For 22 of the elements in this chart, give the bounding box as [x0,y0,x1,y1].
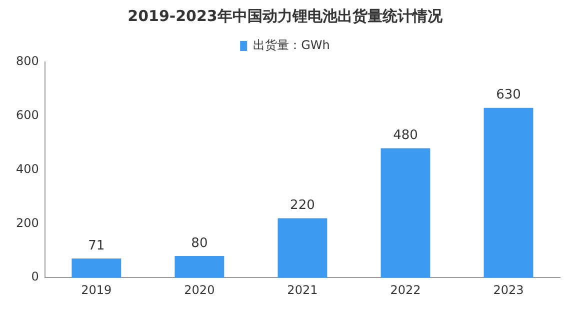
y-tick-label: 600 [16,108,39,122]
bar [380,148,430,278]
x-tick-label: 2020 [184,282,215,297]
x-tick-label: 2021 [287,282,318,297]
bar [484,108,534,278]
data-label: 71 [88,238,105,254]
y-tick-label: 200 [16,216,39,230]
data-label: 630 [496,88,521,103]
bar [278,218,328,278]
legend-label: 出货量：GWh [253,38,330,52]
bar [174,256,224,278]
y-tick-label: 800 [16,54,39,68]
x-tick-label: 2019 [81,282,112,297]
data-label: 80 [191,236,208,251]
y-tick-label: 0 [31,270,39,284]
data-label: 480 [393,128,418,144]
data-label: 220 [290,198,315,214]
x-tick-label: 2023 [493,282,524,297]
y-tick-label: 400 [16,162,39,176]
chart-title: 2019-2023年中国动力锂电池出货量统计情况 [128,6,444,25]
x-tick-label: 2022 [390,282,421,297]
bar [72,258,122,278]
